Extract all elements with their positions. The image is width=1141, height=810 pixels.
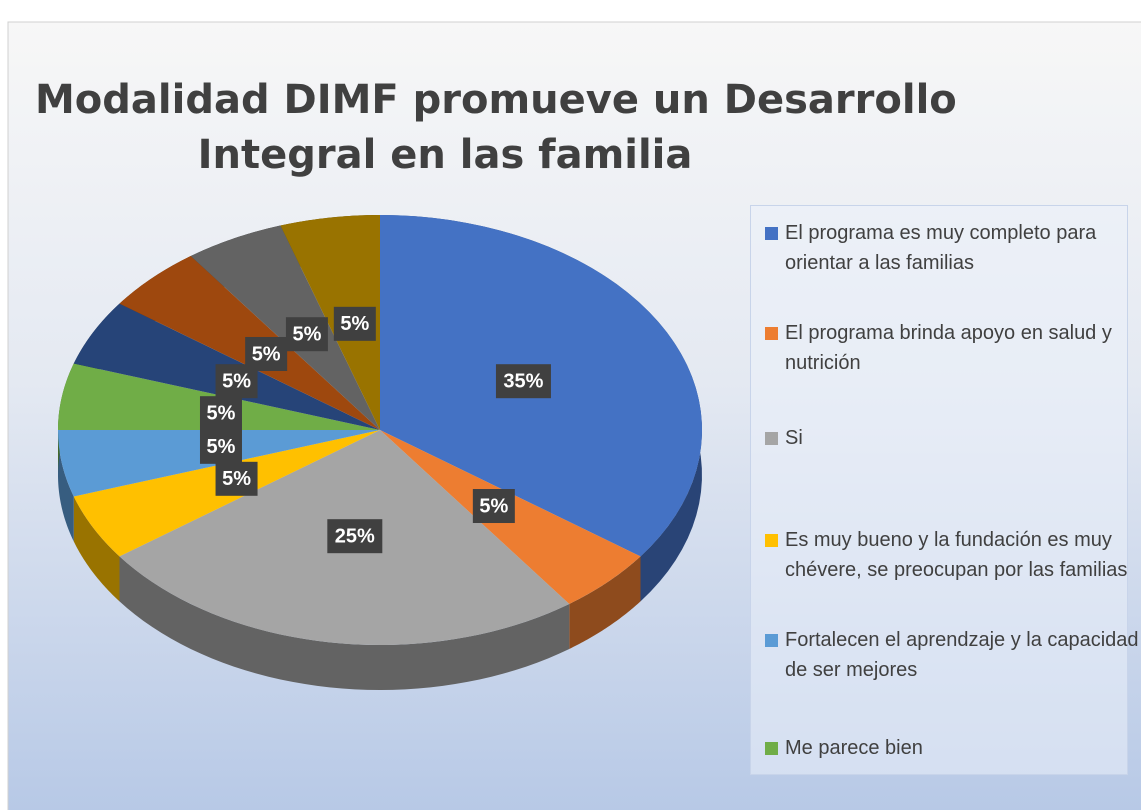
legend-marker [765, 742, 778, 755]
data-label-box [333, 306, 376, 341]
data-label: 5% [207, 402, 236, 424]
data-label: 5% [222, 468, 251, 490]
legend-label: Me parece bien [785, 737, 923, 759]
data-label: 5% [479, 495, 508, 517]
legend-label: Fortalecen el aprendzaje y la capacidad … [785, 629, 1139, 681]
legend-item: El programa es muy completo para orienta… [765, 218, 1140, 278]
data-label: 5% [222, 370, 251, 392]
chart-title: Integral en las familia [198, 132, 693, 178]
slice-side [58, 430, 74, 542]
data-label: 5% [340, 313, 369, 335]
data-label-box [285, 317, 328, 352]
chart-title: Modalidad DIMF promueve un Desarrollo [35, 77, 957, 123]
data-label: 5% [252, 343, 281, 365]
legend-marker [765, 534, 778, 547]
data-label-box [327, 519, 383, 554]
data-label-box [199, 429, 242, 464]
slice-side [119, 556, 570, 690]
data-label-box [199, 396, 242, 431]
data-label-box [472, 489, 515, 524]
legend-label: El programa brinda apoyo en salud y nutr… [785, 322, 1112, 374]
legend: El programa es muy completo para orienta… [750, 205, 1139, 775]
legend-item: Si [765, 423, 1140, 453]
legend-marker [765, 327, 778, 340]
data-label: 35% [503, 370, 543, 392]
data-label: 25% [335, 525, 375, 547]
slice [190, 225, 380, 430]
legend-item: Es muy bueno y la fundación es muy chéve… [765, 525, 1140, 585]
legend-marker [765, 432, 778, 445]
legend-marker [765, 634, 778, 647]
slice [280, 215, 380, 430]
legend-label: El programa es muy completo para orienta… [785, 222, 1097, 274]
legend-marker [765, 227, 778, 240]
legend-item: El programa brinda apoyo en salud y nutr… [765, 318, 1140, 378]
data-label-box [495, 364, 551, 399]
legend-item: Fortalecen el aprendzaje y la capacidad … [765, 625, 1140, 685]
legend-item: Me parece bien [765, 733, 1140, 763]
slice-side [569, 556, 641, 649]
data-label: 5% [292, 323, 321, 345]
data-label-box [245, 336, 288, 371]
slice-side [73, 496, 120, 602]
data-label-box [215, 461, 258, 496]
legend-label: Es muy bueno y la fundación es muy chéve… [785, 529, 1128, 581]
data-label: 5% [207, 436, 236, 458]
legend-label: Si [785, 427, 803, 449]
